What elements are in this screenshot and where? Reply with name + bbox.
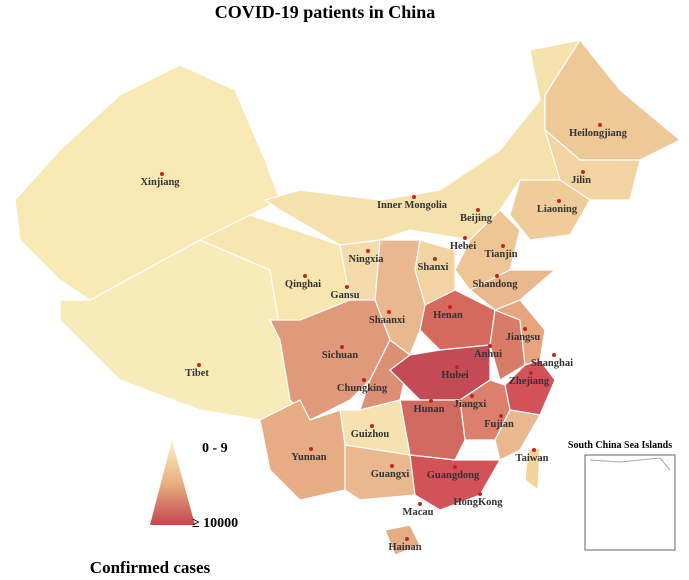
city-dot (160, 172, 164, 176)
region-label: Chungking (337, 383, 388, 394)
region-label: Tianjin (484, 249, 517, 260)
region-label: Yunnan (291, 452, 326, 463)
city-dot (499, 414, 503, 418)
region-label: Shandong (473, 279, 519, 290)
city-dot (429, 399, 433, 403)
map-title: COVID-19 patients in China (215, 2, 436, 22)
region-label: Inner Mongolia (377, 200, 448, 211)
region-label: Hunan (414, 404, 445, 415)
regions (14, 38, 682, 556)
region-label: Hainan (388, 542, 421, 553)
region-label: Macau (403, 507, 434, 518)
city-dot (303, 274, 307, 278)
region (509, 179, 591, 241)
inset-coast (589, 457, 671, 471)
city-dot (366, 249, 370, 253)
city-dot (598, 123, 602, 127)
city-dot (552, 353, 556, 357)
city-dot (495, 274, 499, 278)
region-label: Shanxi (418, 262, 449, 273)
legend-max: ≥ 10000 (192, 516, 238, 531)
region-label: Ningxia (348, 254, 384, 265)
city-dot (405, 537, 409, 541)
city-dot (532, 448, 536, 452)
region-label: Heilongjiang (569, 128, 628, 139)
region-label: Liaoning (537, 204, 578, 215)
region-label: Jiangsu (506, 332, 541, 343)
region-label: Jiangxi (454, 399, 487, 410)
city-dot (362, 378, 366, 382)
region-label: Hebei (450, 241, 476, 252)
city-dot (370, 424, 374, 428)
region-label: Guangdong (427, 470, 480, 481)
city-dot (463, 236, 467, 240)
city-dot (488, 344, 492, 348)
city-dot (448, 305, 452, 309)
region-label: Anhui (474, 349, 502, 360)
city-dot (455, 365, 459, 369)
legend-title: Confirmed cases (90, 558, 211, 577)
city-dot (523, 327, 527, 331)
region-label: HongKong (453, 497, 503, 508)
legend-scale (150, 440, 195, 525)
region (494, 409, 541, 461)
city-dot (433, 257, 437, 261)
region-label: Shaanxi (369, 315, 405, 326)
city-dot (476, 208, 480, 212)
region (384, 524, 421, 556)
region-label: Shanghai (531, 358, 573, 369)
city-dot (340, 345, 344, 349)
city-dot (470, 394, 474, 398)
region (524, 447, 541, 492)
city-dot (418, 502, 422, 506)
labels: Xinjiang Tibet Qinghai Gansu Ningxia Inner Mo… (140, 123, 628, 553)
city-dot (345, 285, 349, 289)
city-dot (501, 244, 505, 248)
region-label: Xinjiang (140, 177, 180, 188)
region (468, 269, 557, 311)
city-dot (478, 492, 482, 496)
region-label: Gansu (330, 290, 359, 301)
region-label: Taiwan (516, 453, 549, 464)
region-label: Tibet (185, 368, 209, 379)
inset-box (584, 454, 676, 551)
inset-label: South China Sea Islands (568, 440, 672, 451)
city-dot (529, 371, 533, 375)
region (259, 399, 346, 501)
region-label: Zhejiang (509, 376, 550, 387)
region-label: Guangxi (371, 469, 410, 480)
region-label: Henan (433, 310, 463, 321)
city-dot (453, 465, 457, 469)
city-dot (197, 363, 201, 367)
city-dot (581, 170, 585, 174)
region-label: Fujian (484, 419, 514, 430)
region-label: Sichuan (322, 350, 358, 361)
city-dot (390, 464, 394, 468)
city-dot (557, 199, 561, 203)
region-label: Beijing (460, 213, 493, 224)
region-label: Hubei (441, 370, 469, 381)
region-label: Qinghai (285, 279, 321, 290)
region-label: Guizhou (351, 429, 390, 440)
city-dot (387, 310, 391, 314)
legend-min: 0 - 9 (202, 441, 228, 456)
city-dot (412, 195, 416, 199)
region-label: Jilin (571, 175, 591, 186)
city-dot (309, 447, 313, 451)
